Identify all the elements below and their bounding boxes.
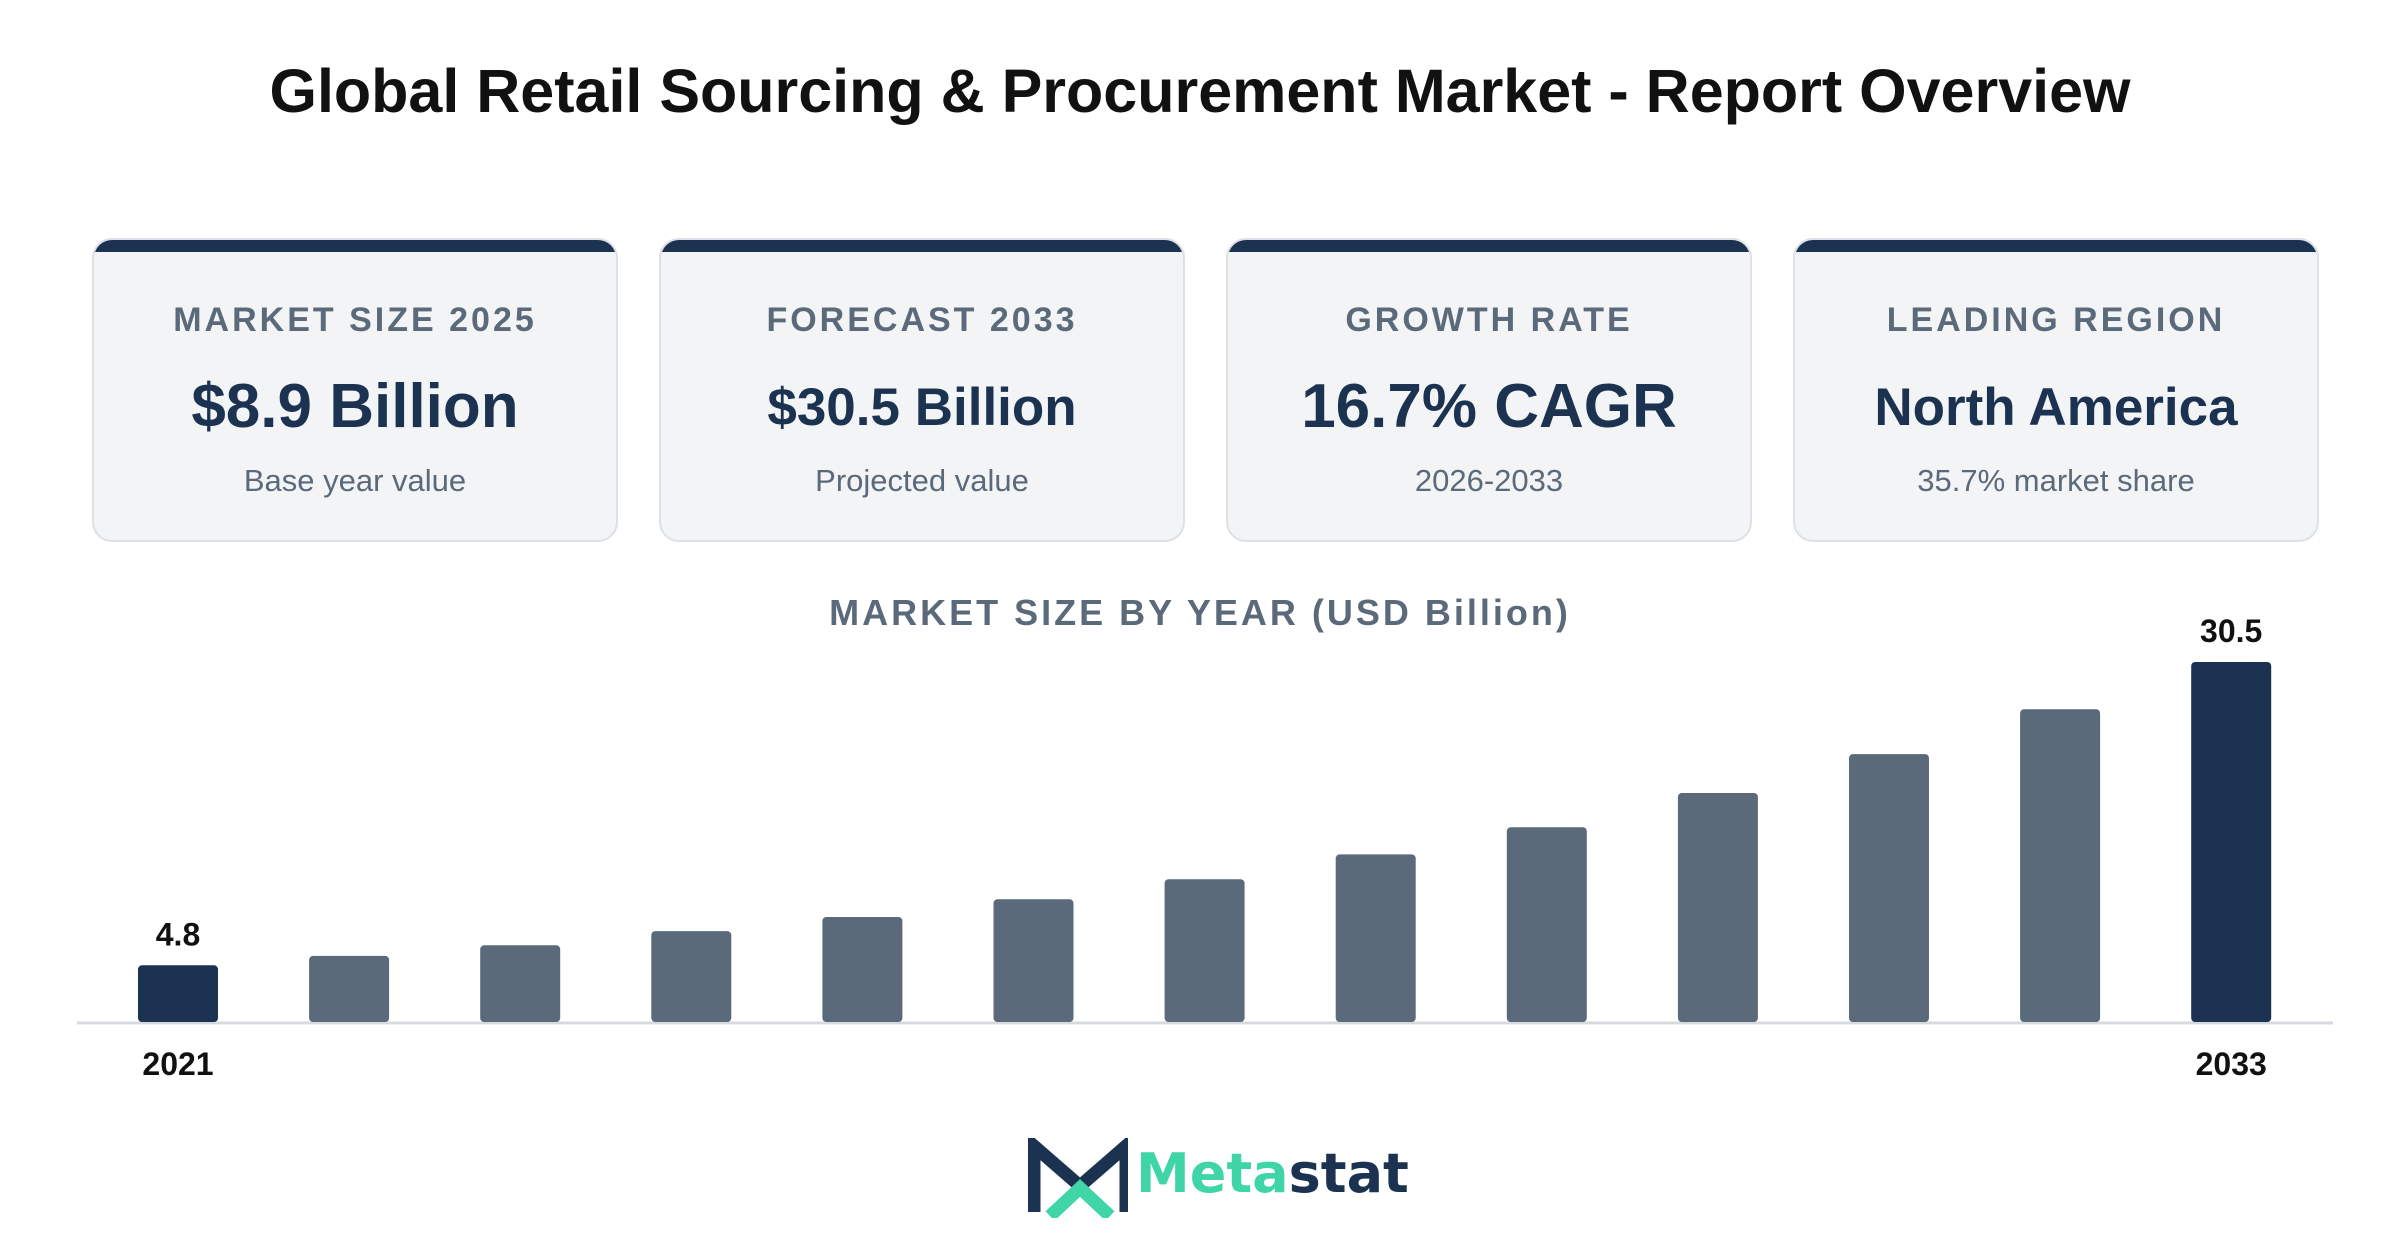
bar-2027: [1164, 879, 1245, 1022]
x-tick-label-2033: 2033: [2196, 1046, 2267, 1082]
chart-title: MARKET SIZE BY YEAR (USD Billion): [829, 592, 1571, 633]
card-subtitle: Projected value: [815, 463, 1029, 498]
data-label-2033: 30.5: [2200, 613, 2262, 649]
card-accent-bar: [661, 240, 1183, 252]
card-value: 16.7% CAGR: [1301, 372, 1677, 441]
logo-text-meta: Meta: [1136, 1142, 1289, 1205]
data-label-2021: 4.8: [156, 916, 200, 952]
card-accent-bar: [1795, 240, 2317, 252]
kpi-card-market-size: MARKET SIZE 2025 $8.9 Billion Base year …: [92, 238, 618, 542]
card-value: $8.9 Billion: [191, 372, 519, 441]
card-label: FORECAST 2033: [766, 301, 1078, 339]
market-size-bar-chart: 4.8 2021 30.5 2033: [77, 613, 2333, 1082]
bar-2026: [993, 899, 1074, 1022]
kpi-card-forecast: FORECAST 2033 $30.5 Billion Projected va…: [659, 238, 1185, 542]
bar-2032: [2020, 709, 2101, 1022]
metastat-logo: Metastat: [1027, 1131, 1409, 1221]
bar-2022: [309, 955, 390, 1022]
bar-2028: [1335, 854, 1416, 1022]
card-label: MARKET SIZE 2025: [173, 301, 537, 339]
card-subtitle: Base year value: [243, 463, 467, 498]
bar-2030: [1677, 793, 1758, 1022]
bar-2025: [822, 917, 903, 1022]
x-tick-label-2021: 2021: [142, 1046, 213, 1082]
kpi-card-growth-rate: GROWTH RATE 16.7% CAGR 2026-2033: [1226, 238, 1752, 542]
metastat-logo-icon: [1027, 1131, 1133, 1221]
kpi-card-leading-region: LEADING REGION North America 35.7% marke…: [1793, 238, 2319, 542]
metastat-wordmark: Metastat: [1136, 1142, 1409, 1207]
bar-2023: [480, 945, 561, 1022]
card-value: North America: [1874, 378, 2238, 437]
card-value: $30.5 Billion: [767, 378, 1077, 437]
bar-2031: [1849, 754, 1929, 1022]
card-subtitle: 35.7% market share: [1917, 463, 2195, 498]
bar-2033: [2191, 662, 2272, 1022]
page-title: Global Retail Sourcing & Procurement Mar…: [269, 57, 2131, 125]
card-accent-bar: [94, 240, 616, 252]
card-label: GROWTH RATE: [1345, 301, 1633, 339]
card-label: LEADING REGION: [1886, 301, 2226, 339]
bar-2024: [651, 931, 732, 1022]
logo-text-stat: stat: [1288, 1142, 1409, 1205]
bar-2021: [138, 965, 218, 1022]
bar-2029: [1506, 827, 1587, 1022]
card-subtitle: 2026-2033: [1414, 463, 1564, 498]
card-accent-bar: [1228, 240, 1750, 252]
